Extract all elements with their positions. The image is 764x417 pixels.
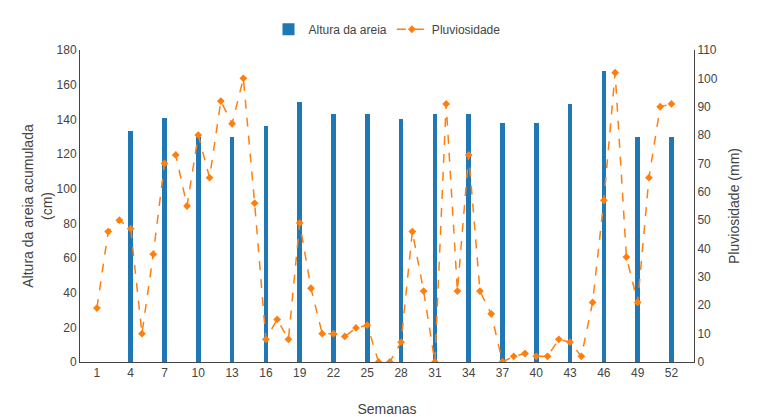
svg-text:Semanas: Semanas [357, 401, 416, 417]
svg-text:7: 7 [161, 366, 168, 380]
svg-text:52: 52 [665, 366, 679, 380]
svg-text:10: 10 [192, 366, 206, 380]
svg-text:19: 19 [293, 366, 307, 380]
svg-text:30: 30 [697, 270, 711, 284]
svg-text:120: 120 [57, 147, 77, 161]
svg-text:20: 20 [63, 321, 77, 335]
svg-text:80: 80 [697, 128, 711, 142]
svg-text:37: 37 [496, 366, 510, 380]
svg-text:0: 0 [697, 355, 704, 369]
svg-text:Pluviosidade (mm): Pluviosidade (mm) [726, 148, 742, 264]
svg-text:Pluviosidade: Pluviosidade [432, 23, 500, 37]
svg-text:100: 100 [697, 72, 717, 86]
svg-text:13: 13 [225, 366, 239, 380]
svg-text:0: 0 [70, 355, 77, 369]
svg-text:34: 34 [462, 366, 476, 380]
svg-text:50: 50 [697, 213, 711, 227]
svg-text:100: 100 [57, 182, 77, 196]
svg-text:25: 25 [361, 366, 375, 380]
svg-text:31: 31 [428, 366, 442, 380]
svg-text:22: 22 [327, 366, 341, 380]
svg-text:160: 160 [57, 78, 77, 92]
svg-text:80: 80 [63, 217, 77, 231]
svg-text:70: 70 [697, 157, 711, 171]
svg-text:40: 40 [697, 242, 711, 256]
svg-text:Altura da areia: Altura da areia [309, 23, 387, 37]
svg-text:46: 46 [597, 366, 611, 380]
svg-text:60: 60 [697, 185, 711, 199]
svg-text:28: 28 [394, 366, 408, 380]
svg-text:1: 1 [94, 366, 101, 380]
svg-text:Altura da areia acumulada(cm): Altura da areia acumulada(cm) [20, 124, 54, 288]
svg-text:49: 49 [631, 366, 645, 380]
svg-text:60: 60 [63, 251, 77, 265]
svg-text:140: 140 [57, 113, 77, 127]
svg-text:4: 4 [127, 366, 134, 380]
svg-text:20: 20 [697, 298, 711, 312]
svg-text:40: 40 [530, 366, 544, 380]
svg-text:110: 110 [697, 43, 716, 57]
svg-text:40: 40 [63, 286, 77, 300]
svg-text:180: 180 [57, 43, 77, 57]
svg-text:10: 10 [697, 327, 711, 341]
svg-text:16: 16 [259, 366, 273, 380]
svg-text:43: 43 [563, 366, 577, 380]
svg-text:90: 90 [697, 100, 711, 114]
